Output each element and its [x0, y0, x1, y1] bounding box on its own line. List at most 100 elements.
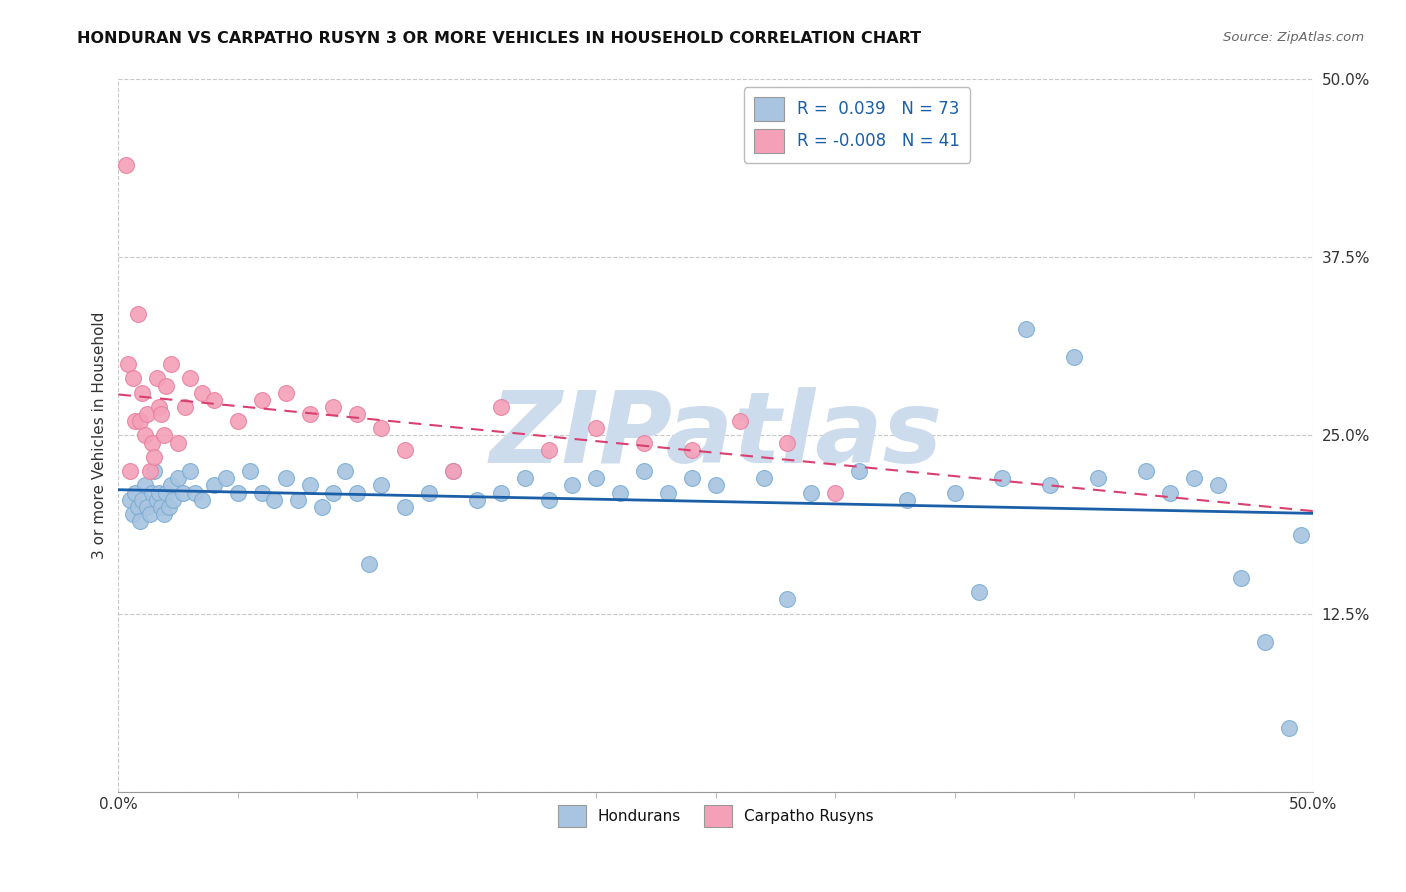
Point	[1278, 721, 1301, 735]
Point	[160, 357, 183, 371]
Point	[967, 585, 990, 599]
Point	[704, 478, 727, 492]
Point	[120, 492, 142, 507]
Point	[141, 435, 163, 450]
Point	[129, 514, 152, 528]
Point	[465, 492, 488, 507]
Point	[226, 485, 249, 500]
Point	[896, 492, 918, 507]
Point	[1182, 471, 1205, 485]
Point	[179, 371, 201, 385]
Point	[179, 464, 201, 478]
Point	[131, 385, 153, 400]
Point	[160, 478, 183, 492]
Point	[1063, 350, 1085, 364]
Point	[1289, 528, 1312, 542]
Point	[167, 471, 190, 485]
Point	[263, 492, 285, 507]
Point	[1159, 485, 1181, 500]
Point	[633, 435, 655, 450]
Point	[202, 478, 225, 492]
Point	[148, 485, 170, 500]
Point	[394, 500, 416, 514]
Point	[800, 485, 823, 500]
Text: Source: ZipAtlas.com: Source: ZipAtlas.com	[1223, 31, 1364, 45]
Point	[141, 485, 163, 500]
Point	[359, 557, 381, 571]
Point	[226, 414, 249, 428]
Point	[117, 357, 139, 371]
Legend: Hondurans, Carpatho Rusyns: Hondurans, Carpatho Rusyns	[551, 797, 882, 834]
Point	[1254, 635, 1277, 649]
Point	[172, 485, 194, 500]
Point	[1230, 571, 1253, 585]
Point	[418, 485, 440, 500]
Point	[991, 471, 1014, 485]
Point	[136, 407, 159, 421]
Point	[174, 400, 197, 414]
Point	[513, 471, 536, 485]
Point	[311, 500, 333, 514]
Point	[134, 478, 156, 492]
Point	[346, 485, 368, 500]
Point	[609, 485, 631, 500]
Point	[127, 500, 149, 514]
Point	[145, 371, 167, 385]
Point	[1039, 478, 1062, 492]
Point	[681, 471, 703, 485]
Point	[124, 485, 146, 500]
Point	[561, 478, 583, 492]
Point	[298, 407, 321, 421]
Point	[537, 492, 560, 507]
Point	[129, 414, 152, 428]
Point	[752, 471, 775, 485]
Point	[155, 485, 177, 500]
Point	[153, 428, 176, 442]
Point	[1135, 464, 1157, 478]
Point	[370, 478, 392, 492]
Point	[1015, 321, 1038, 335]
Point	[184, 485, 207, 500]
Point	[585, 421, 607, 435]
Point	[1206, 478, 1229, 492]
Point	[121, 371, 143, 385]
Point	[239, 464, 262, 478]
Point	[585, 471, 607, 485]
Point	[489, 485, 512, 500]
Point	[441, 464, 464, 478]
Point	[250, 392, 273, 407]
Point	[346, 407, 368, 421]
Point	[150, 407, 173, 421]
Point	[215, 471, 238, 485]
Point	[298, 478, 321, 492]
Point	[728, 414, 751, 428]
Point	[943, 485, 966, 500]
Point	[138, 464, 160, 478]
Point	[274, 385, 297, 400]
Point	[274, 471, 297, 485]
Point	[145, 492, 167, 507]
Point	[537, 442, 560, 457]
Point	[150, 500, 173, 514]
Point	[335, 464, 357, 478]
Point	[191, 385, 214, 400]
Point	[153, 507, 176, 521]
Point	[250, 485, 273, 500]
Point	[370, 421, 392, 435]
Point	[127, 307, 149, 321]
Point	[191, 492, 214, 507]
Text: ZIPatlas: ZIPatlas	[489, 387, 942, 484]
Point	[322, 485, 344, 500]
Point	[143, 450, 166, 464]
Point	[489, 400, 512, 414]
Point	[633, 464, 655, 478]
Point	[776, 592, 799, 607]
Point	[120, 464, 142, 478]
Point	[681, 442, 703, 457]
Point	[131, 492, 153, 507]
Point	[136, 500, 159, 514]
Point	[202, 392, 225, 407]
Point	[657, 485, 679, 500]
Point	[155, 378, 177, 392]
Point	[287, 492, 309, 507]
